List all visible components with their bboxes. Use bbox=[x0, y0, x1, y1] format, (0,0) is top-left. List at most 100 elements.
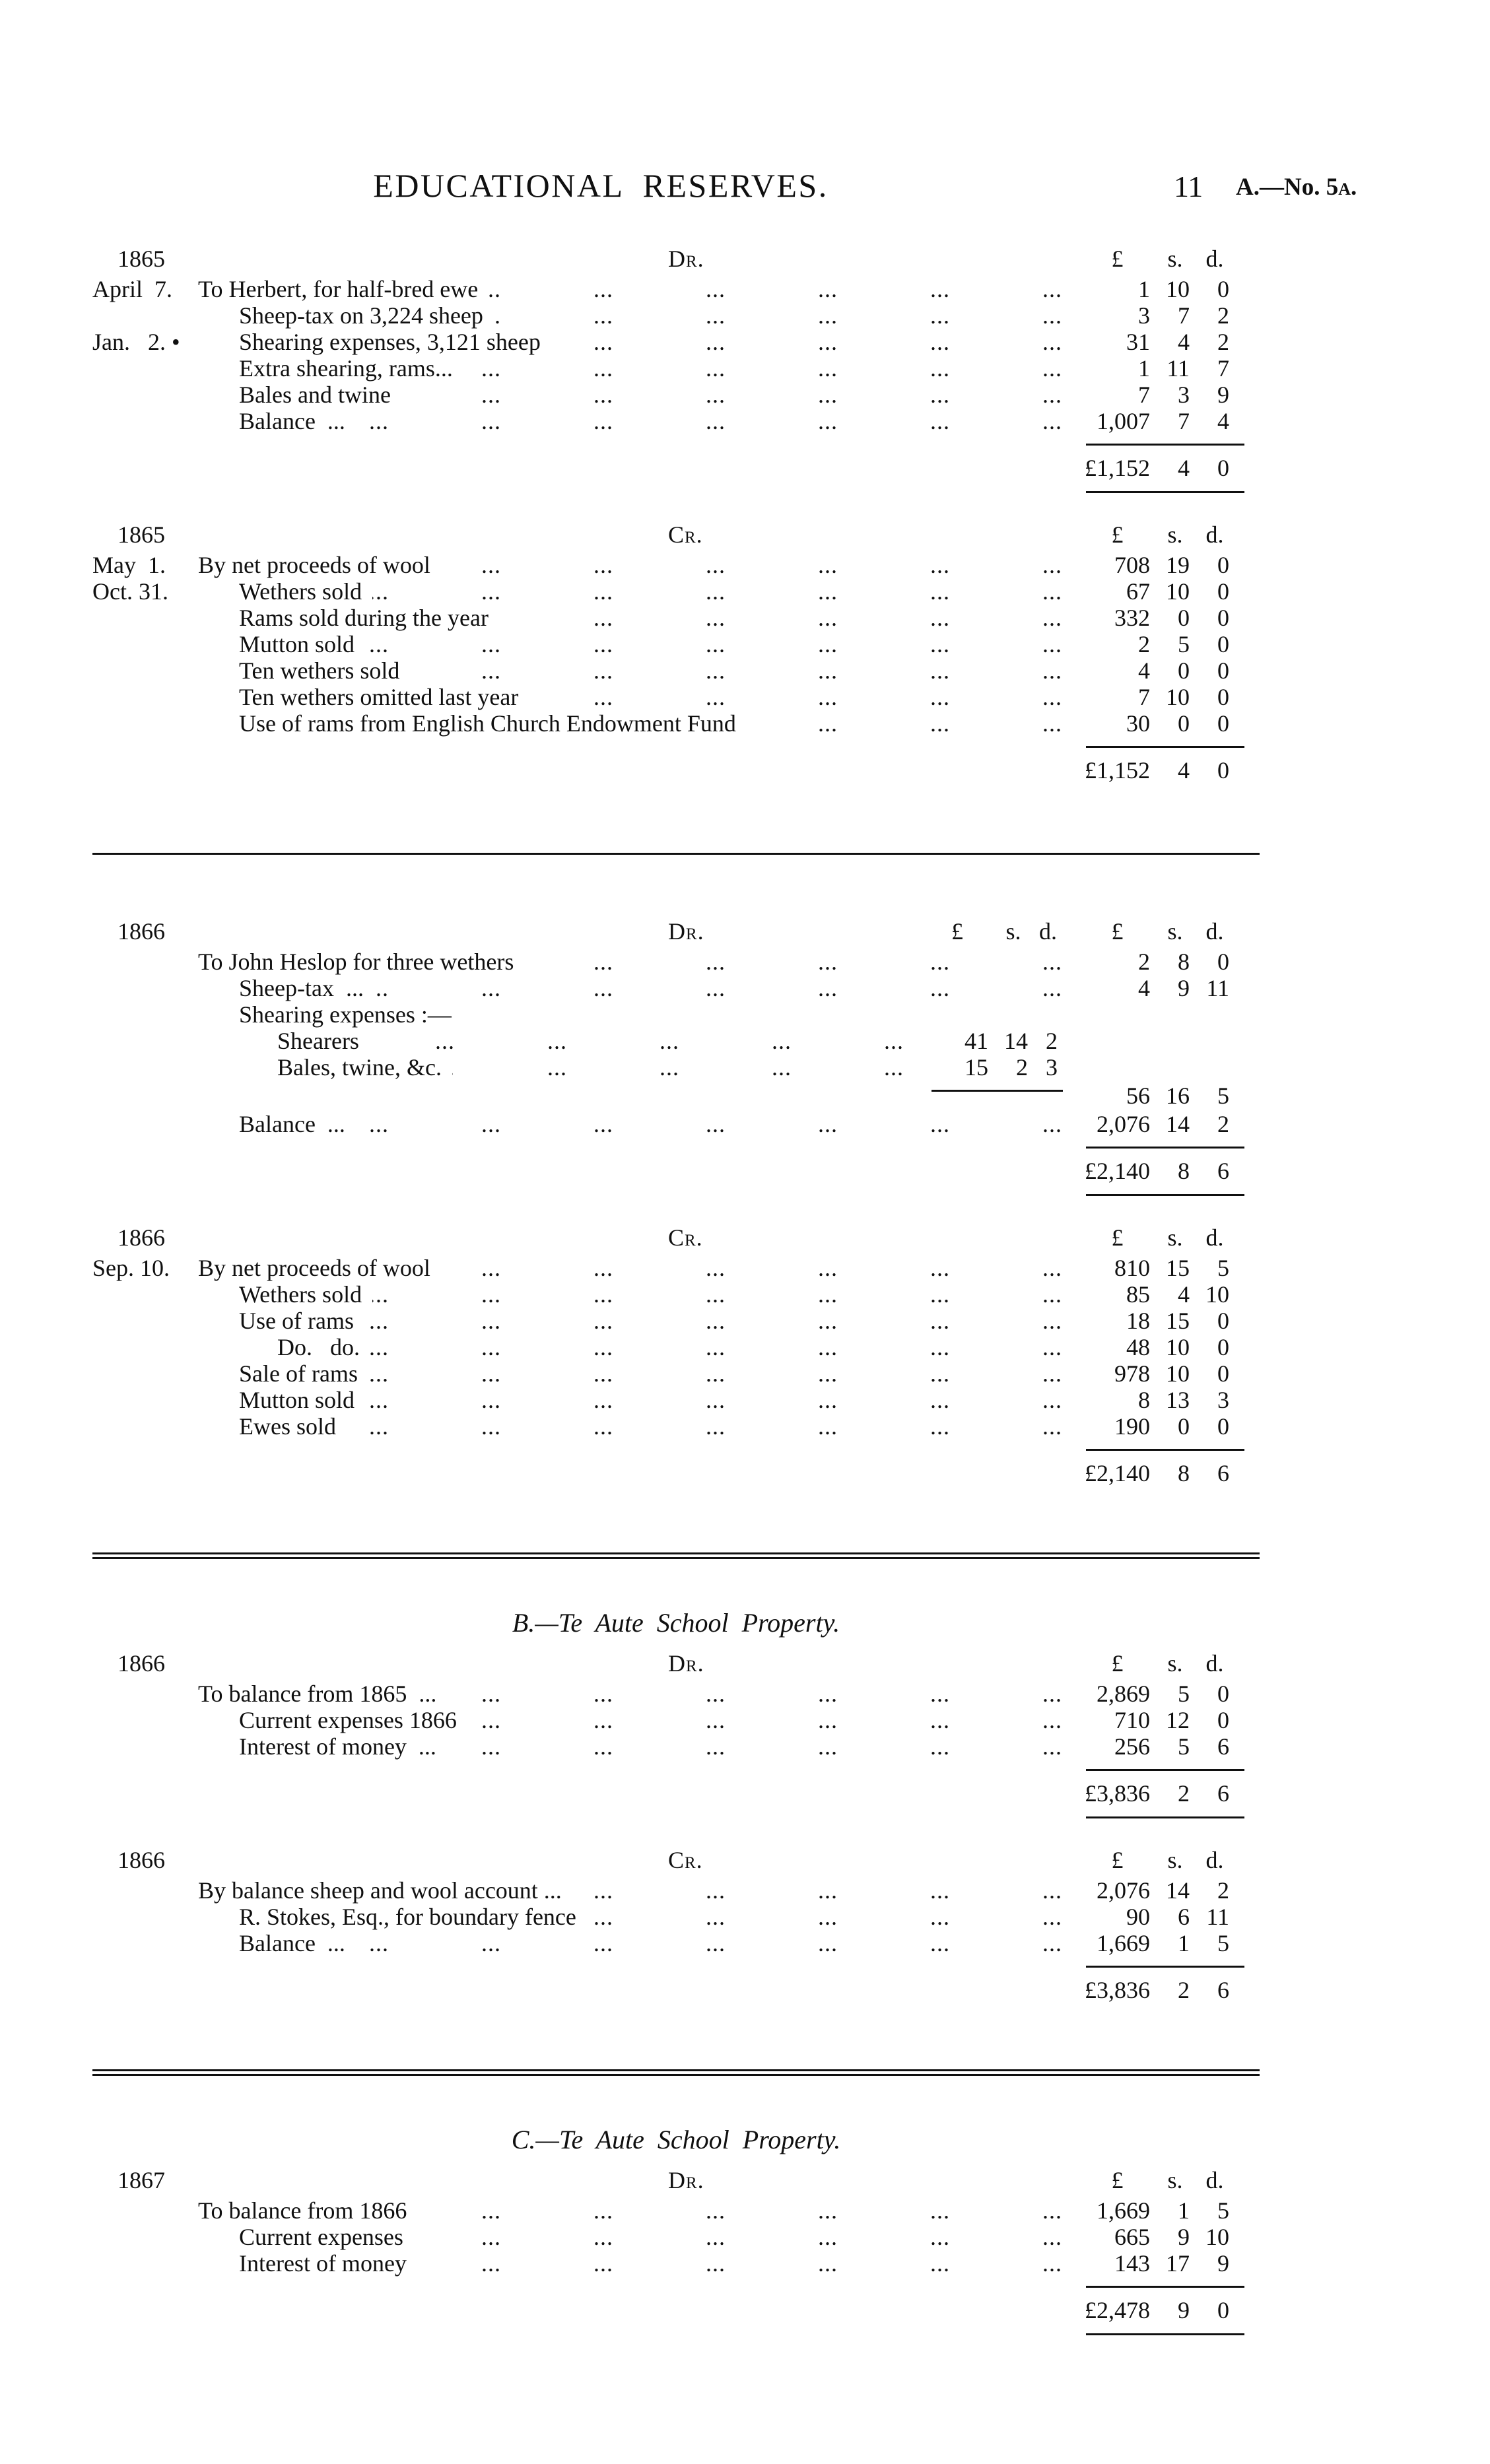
closing-rule bbox=[1086, 1194, 1244, 1196]
amount-pence: 0 bbox=[1217, 657, 1229, 684]
row-label: Interest of money bbox=[239, 2250, 407, 2277]
inner-amount-shillings: 2 bbox=[1016, 1054, 1028, 1081]
row-date bbox=[92, 1733, 198, 1760]
amount-pounds: 7 bbox=[1138, 684, 1150, 710]
account-header-row: 1866 Dr. £ s. d. £ s. d. bbox=[92, 916, 1260, 947]
amount-pence bbox=[1195, 1001, 1235, 1028]
amount-pounds: 2,076 bbox=[1097, 1877, 1150, 1904]
account-side-cell: Cr. bbox=[198, 519, 1079, 550]
dot-leader: ... ... ... ... ... ... ... ... ... ... … bbox=[489, 276, 1062, 302]
ledger-row: Mutton sold ... ... ... ... ... ... ... .… bbox=[92, 631, 1260, 657]
row-label-cell bbox=[198, 2294, 1079, 2327]
row-label-cell: To balance from 1865 ... ... ... ... ... … bbox=[198, 1681, 1079, 1707]
row-label: Rams sold during the year bbox=[239, 605, 489, 631]
ledger-row: Mutton sold ... ... ... ... ... ... ... .… bbox=[92, 1387, 1260, 1413]
account-block: 1866 Cr. £ s. d. Sep. 10. By net proceeds of w… bbox=[92, 1222, 1260, 1490]
amount-pence: 11 bbox=[1206, 975, 1229, 1001]
subtotal-row: 56 16 5 bbox=[92, 1081, 1260, 1111]
amount-pounds: 256 bbox=[1114, 1733, 1150, 1760]
amount-pence: 9 bbox=[1217, 382, 1229, 408]
amount-shillings: 9 bbox=[1178, 975, 1190, 1001]
row-label-cell: Sheep-tax ... ... ... ... ... ... ... ...… bbox=[198, 975, 1079, 1001]
dot-leader: ... ... ... ... ... ... ... ... ... ... … bbox=[572, 1877, 1062, 1904]
row-date bbox=[92, 1707, 198, 1733]
dot-leader: ... ... ... ... ... ... ... ... ... ... … bbox=[441, 1255, 1062, 1281]
row-label: Use of rams bbox=[239, 1308, 354, 1334]
row-label-cell: Current expenses ... ... ... ... ... ... … bbox=[198, 2224, 1079, 2250]
total-pence: 6 bbox=[1217, 1158, 1229, 1184]
row-label-cell: Sale of rams ... ... ... ... ... ... ... … bbox=[198, 1360, 1079, 1387]
row-label: Sheep-tax ... bbox=[239, 975, 364, 1001]
account-header-row: 1865 Dr. £ s. d. bbox=[92, 243, 1260, 275]
row-date: Oct. 31. bbox=[92, 578, 168, 605]
ledger-row: R. Stokes, Esq., for boundary fence ... .… bbox=[92, 1904, 1260, 1930]
account-side: Cr. bbox=[668, 1847, 703, 1873]
row-date: May 1. bbox=[92, 552, 166, 578]
pence-header: d. bbox=[1205, 2167, 1224, 2193]
column-gap bbox=[1063, 1054, 1079, 1081]
row-label-cell: Mutton sold ... ... ... ... ... ... ... .… bbox=[198, 631, 1079, 657]
dot-leader: ... ... ... ... ... ... ... ... ... ... … bbox=[368, 1360, 1062, 1387]
dot-leader: ... ... ... ... ... ... ... ... ... ... … bbox=[374, 975, 1062, 1001]
total-shillings: 2 bbox=[1178, 1977, 1190, 2003]
doc-ref: A.—No. 5a. bbox=[1236, 173, 1357, 201]
total-row: £1,152 4 0 bbox=[92, 451, 1260, 484]
closing-rule-row bbox=[92, 1810, 1260, 1826]
total-rule bbox=[1086, 2286, 1244, 2288]
amount-shillings: 10 bbox=[1166, 1360, 1190, 1387]
dot-leader: ... ... ... ... ... ... ... ... ... ... … bbox=[347, 1413, 1062, 1440]
amount-shillings bbox=[1155, 1054, 1195, 1081]
amount-pence: 5 bbox=[1217, 1082, 1229, 1109]
ledger-row: May 1. By net proceeds of wool ... ... ...… bbox=[92, 552, 1260, 578]
row-date bbox=[92, 684, 198, 710]
total-shillings: 8 bbox=[1178, 1460, 1190, 1486]
amount-pence: 2 bbox=[1217, 1111, 1229, 1137]
row-label-cell: Mutton sold ... ... ... ... ... ... ... .… bbox=[198, 1387, 1079, 1413]
row-label: Bales, twine, &c. bbox=[277, 1054, 442, 1081]
account-header-row: 1867 Dr. £ s. d. bbox=[92, 2164, 1260, 2196]
amount-pounds: 67 bbox=[1126, 578, 1150, 605]
ledger-row: Ten wethers sold ... ... ... ... ... ... … bbox=[92, 657, 1260, 684]
amount-shillings: 8 bbox=[1178, 949, 1190, 975]
amount-shillings: 0 bbox=[1178, 710, 1190, 737]
row-label-cell: Current expenses 1866 ... ... ... ... ...… bbox=[198, 1707, 1079, 1733]
amount-shillings: 1 bbox=[1178, 2197, 1190, 2224]
ledger-row: Shearers ... ... ... ... ... ... ... ... … bbox=[92, 1028, 1260, 1054]
inner-amount-pence: 3 bbox=[1046, 1054, 1058, 1081]
ledger-row: Sep. 10. By net proceeds of wool ... ... .… bbox=[92, 1255, 1260, 1281]
row-label-cell: Bales, twine, &c. ... ... ... ... ... ...… bbox=[198, 1054, 921, 1081]
row-label-cell: By balance sheep and wool account ......… bbox=[198, 1877, 1079, 1904]
account-block: 1865 Cr. £ s. d. May 1. By net proceeds of woo… bbox=[92, 519, 1260, 787]
amount-pence: 0 bbox=[1217, 631, 1229, 657]
row-date bbox=[92, 355, 198, 382]
amount-pence bbox=[1195, 1054, 1235, 1081]
account-header-row: 1866 Cr. £ s. d. bbox=[92, 1844, 1260, 1876]
dot-leader: ... ... ... ... ... ... ... ... ... ... … bbox=[356, 408, 1062, 434]
dot-leader: ... ... ... ... ... ... ... ... ... ... … bbox=[356, 1111, 1062, 1137]
account-year: 1867 bbox=[118, 2167, 165, 2193]
row-label: Sheep-tax on 3,224 sheep bbox=[239, 302, 483, 329]
amount-pounds: 1 bbox=[1138, 276, 1150, 302]
shillings-header: s. bbox=[1167, 521, 1183, 548]
ledger-row: Wethers sold ... ... ... ... ... ... ... … bbox=[92, 1281, 1260, 1308]
row-date bbox=[92, 1904, 198, 1930]
total-pence: 6 bbox=[1217, 1780, 1229, 1807]
row-label-cell: R. Stokes, Esq., for boundary fence ... .… bbox=[198, 1904, 1079, 1930]
row-date: Sep. 10. bbox=[92, 1255, 170, 1281]
row-label: Balance ... bbox=[239, 1930, 345, 1956]
section-separator bbox=[92, 1552, 1260, 1559]
ledger-row: Balance ... ... ... ... ... ... ... ... .… bbox=[92, 408, 1260, 434]
ledger-row: Rams sold during the year ... ... ... ...… bbox=[92, 605, 1260, 631]
total-row: £3,836 2 6 bbox=[92, 1974, 1260, 2007]
ledger-row: Bales, twine, &c. ... ... ... ... ... ...… bbox=[92, 1054, 1260, 1081]
row-date bbox=[92, 657, 198, 684]
row-label: To balance from 1866 bbox=[198, 2197, 407, 2224]
amount-pence: 6 bbox=[1217, 1733, 1229, 1760]
amount-shillings: 0 bbox=[1178, 657, 1190, 684]
ledger-row: Current expenses ... ... ... ... ... ... … bbox=[92, 2224, 1260, 2250]
shillings-header: s. bbox=[1167, 2167, 1183, 2193]
amount-shillings: 15 bbox=[1166, 1308, 1190, 1334]
pence-header: d. bbox=[1205, 521, 1224, 548]
row-label-cell: Balance ... ... ... ... ... ... ... ... .… bbox=[198, 408, 1079, 434]
